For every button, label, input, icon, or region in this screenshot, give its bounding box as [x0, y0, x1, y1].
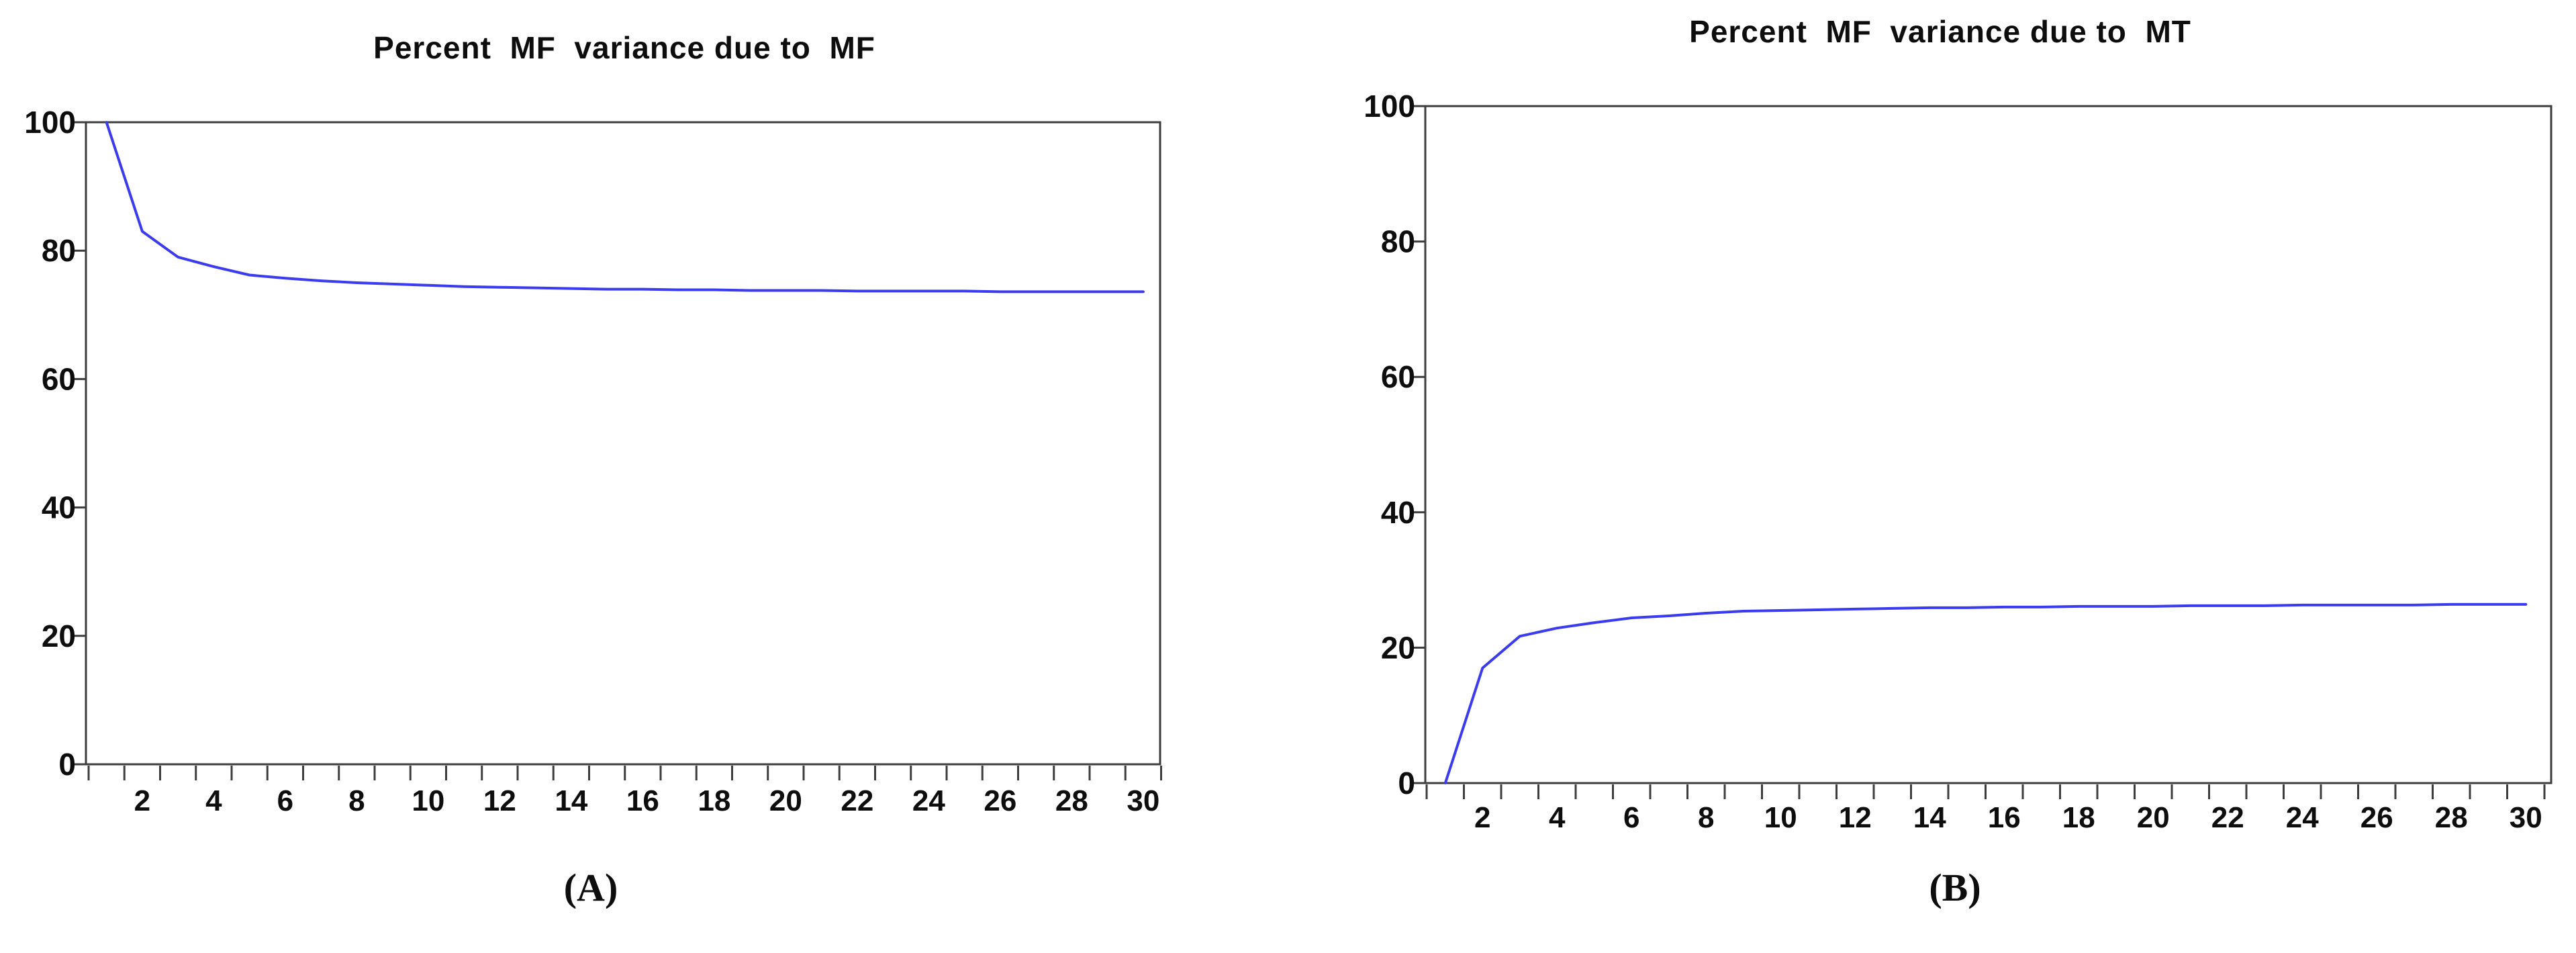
y-tick-label: 80 — [42, 233, 76, 268]
y-tick-label: 80 — [1381, 224, 1415, 259]
y-tick-label: 0 — [1398, 766, 1415, 801]
plot-frame — [85, 121, 1161, 766]
x-tick-label: 6 — [277, 784, 293, 817]
x-tick-label: 4 — [1549, 801, 1566, 834]
x-tick-label: 28 — [2435, 801, 2468, 834]
x-tick-label: 28 — [1055, 784, 1088, 817]
x-tick-label: 30 — [2510, 801, 2542, 834]
x-tick-label: 20 — [2137, 801, 2170, 834]
series-line — [1443, 602, 2528, 784]
panel-b-title: Percent MF variance due to MT — [1689, 14, 2191, 49]
y-tick-label: 20 — [42, 619, 76, 653]
x-tick-label: 8 — [1698, 801, 1714, 834]
y-tick-label: 40 — [1381, 495, 1415, 530]
y-tick-label: 60 — [1381, 359, 1415, 394]
x-tick-label: 18 — [2062, 801, 2095, 834]
x-tick-label: 12 — [483, 784, 516, 817]
x-tick-label: 8 — [348, 784, 365, 817]
x-tick-label: 30 — [1127, 784, 1159, 817]
x-tick-label: 2 — [134, 784, 150, 817]
x-tick-label: 22 — [2211, 801, 2244, 834]
x-tick-label: 16 — [1988, 801, 2021, 834]
x-tick-label: 10 — [412, 784, 444, 817]
x-tick-label: 12 — [1839, 801, 1872, 834]
y-tick-label: 100 — [1364, 89, 1415, 124]
x-tick-label: 16 — [626, 784, 659, 817]
x-tick-label: 18 — [698, 784, 730, 817]
x-tick-label: 14 — [1913, 801, 1946, 834]
y-tick-label: 40 — [42, 490, 76, 525]
y-tick-label: 0 — [58, 747, 76, 782]
x-tick-label: 10 — [1764, 801, 1797, 834]
plot-frame — [1424, 105, 2553, 784]
x-tick-label: 24 — [2286, 801, 2319, 834]
x-tick-label: 20 — [769, 784, 802, 817]
y-tick-label: 100 — [24, 105, 76, 140]
panel-a-title: Percent MF variance due to MF — [373, 30, 875, 65]
x-tick-label: 22 — [841, 784, 873, 817]
panel-a-label: (A) — [563, 866, 618, 909]
x-tick-label: 6 — [1623, 801, 1639, 834]
x-tick-label: 24 — [912, 784, 945, 817]
y-tick-label: 60 — [42, 361, 76, 396]
x-tick-label: 26 — [2360, 801, 2393, 834]
x-tick-label: 14 — [555, 784, 587, 817]
x-tick-label: 26 — [984, 784, 1016, 817]
x-tick-label: 2 — [1474, 801, 1490, 834]
x-tick-label: 4 — [205, 784, 222, 817]
series-line — [105, 121, 1145, 293]
y-tick-label: 20 — [1381, 630, 1415, 665]
panel-b-label: (B) — [1929, 866, 1981, 909]
